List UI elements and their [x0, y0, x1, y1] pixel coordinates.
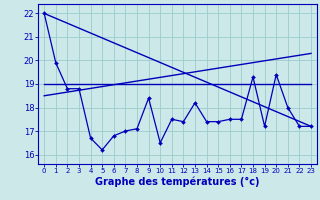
X-axis label: Graphe des températures (°c): Graphe des températures (°c) [95, 177, 260, 187]
